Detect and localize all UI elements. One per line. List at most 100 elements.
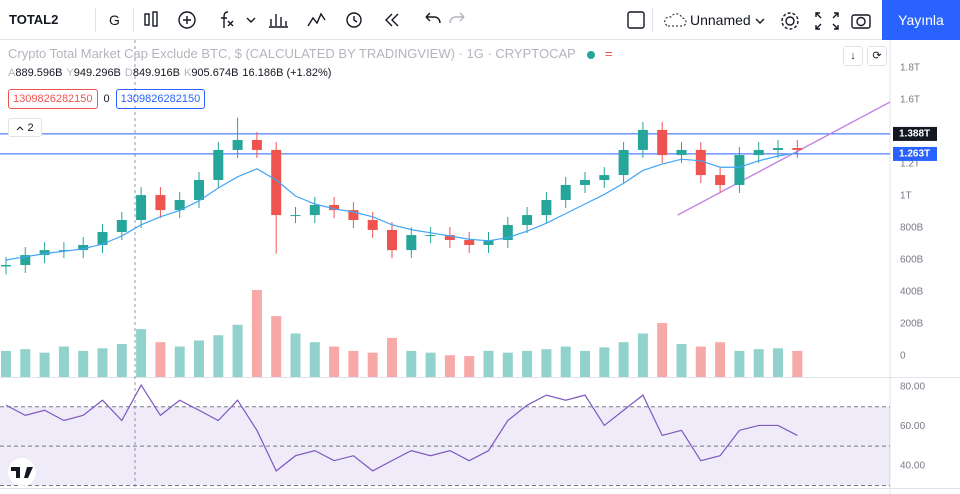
price-badge (893, 146, 937, 161)
symbol[interactable]: TOTAL2 (9, 12, 59, 27)
ohlc-value: 905.674B (191, 67, 239, 79)
volume-bar (657, 323, 668, 377)
volume-bar (792, 350, 803, 377)
volume-bar (116, 343, 127, 377)
candle-body (174, 200, 185, 211)
candle-body (309, 204, 320, 216)
volume-bar (522, 350, 533, 377)
moving-average (5, 152, 798, 261)
candle-body (560, 184, 571, 201)
volume-bar (444, 355, 455, 377)
undo-redo-icons[interactable] (380, 8, 470, 32)
plot-layer: 0 200B 400B 600B 800B 1T 1.2T 1.6T 1.8T 1.388T 1.2… (0, 63, 937, 486)
legend-title: Crypto Total Market Cap Exclude BTC, $ (… (8, 46, 612, 61)
volume-bar (425, 352, 436, 377)
candle-body (637, 129, 648, 150)
layout-name[interactable]: Unnamed (690, 12, 751, 28)
volume-bar (78, 350, 89, 377)
candle-body (387, 229, 397, 251)
candle-body (271, 149, 282, 216)
candle-body (792, 148, 803, 150)
volume-bar (97, 348, 108, 377)
candle-body (773, 148, 783, 150)
volume-bar (367, 352, 378, 377)
y-tick-label: 1.8T (900, 63, 920, 74)
candle-body (290, 215, 301, 217)
ohlc-value: 949.296B (73, 67, 121, 79)
candle-body (483, 240, 494, 245)
candle-body (522, 215, 533, 225)
indicator-inputs: 1309826282150 0 1309826282150 (8, 89, 206, 109)
candle-body (39, 250, 50, 256)
volume-bar (541, 349, 552, 377)
volume-bar (174, 346, 185, 377)
candle-body (618, 149, 629, 176)
y-tick-label: 1T (900, 191, 912, 202)
volume-bar (20, 349, 31, 377)
ohlc-key: D (124, 67, 133, 79)
candle-body (251, 140, 262, 150)
input-badge[interactable]: 1309826282150 (115, 89, 206, 109)
candle-body (464, 240, 475, 245)
volume-bar (290, 333, 301, 377)
volume-bar (155, 342, 166, 377)
y-tick-label: 0 (900, 351, 906, 362)
price-label: 1.263T (899, 149, 930, 160)
collapsed-count: 2 (27, 121, 34, 134)
candle-body (136, 195, 147, 221)
volume-bar (715, 342, 726, 377)
rsi-line (5, 383, 798, 472)
volume-bar (464, 356, 475, 377)
y-tick-label: 400B (900, 287, 924, 298)
price-badge (893, 126, 937, 141)
y-tick-label: 80.00 (900, 382, 925, 393)
right-icons[interactable] (752, 10, 952, 32)
tv-logo (8, 458, 36, 486)
ohlc-key: Y (66, 67, 74, 79)
chevron (17, 125, 24, 130)
candle-body (367, 220, 378, 230)
interval[interactable]: G (109, 12, 120, 28)
toolbar: TOTAL2 G Unnamed Yayınla (0, 0, 960, 40)
volume-bar (213, 335, 224, 377)
candle-body (116, 220, 127, 233)
status-dot (587, 50, 596, 59)
collapse-button[interactable]: 2 (8, 118, 42, 137)
volume-bar (348, 350, 359, 377)
volume-bar (483, 350, 494, 377)
pane-refresh[interactable]: ⟳ (867, 46, 887, 66)
candle-body (734, 155, 745, 185)
ohlc-key: A (8, 67, 16, 79)
volume-bar (580, 350, 590, 377)
volume-bar (599, 347, 610, 377)
status-flag[interactable]: = (604, 46, 613, 61)
input-badge[interactable]: 1309826282150 (8, 89, 98, 109)
candle-body (444, 235, 455, 241)
y-tick-label: 40.00 (900, 460, 925, 471)
volume-bar (232, 324, 243, 377)
candle-body (715, 175, 726, 185)
volume-bar (271, 316, 282, 377)
candle-body (580, 180, 590, 185)
volume-bar (251, 290, 262, 377)
pane-controls: ↓ ⟳ (843, 46, 887, 66)
volume-bar (329, 346, 340, 377)
publish-button[interactable]: Yayınla (882, 0, 960, 40)
fullscreen-icon[interactable] (626, 10, 646, 30)
ohlc-row: A889.596B Y949.296B D849.916B K905.674B 16.1… (8, 67, 612, 79)
candle-body (232, 140, 243, 150)
candle-body (599, 175, 610, 181)
candle-body (753, 149, 764, 156)
trendline (677, 101, 891, 216)
volume-bar (406, 350, 417, 377)
candle-body (58, 250, 69, 252)
toolbar-icons[interactable] (140, 8, 370, 32)
candle-body (20, 255, 31, 265)
y-tick-label: 200B (900, 319, 924, 330)
title-text: Crypto Total Market Cap Exclude BTC, $ (… (8, 46, 576, 61)
pane-down[interactable]: ↓ (843, 46, 863, 66)
candle-body (406, 235, 417, 251)
volume-bar (58, 346, 69, 377)
separator (95, 8, 96, 32)
